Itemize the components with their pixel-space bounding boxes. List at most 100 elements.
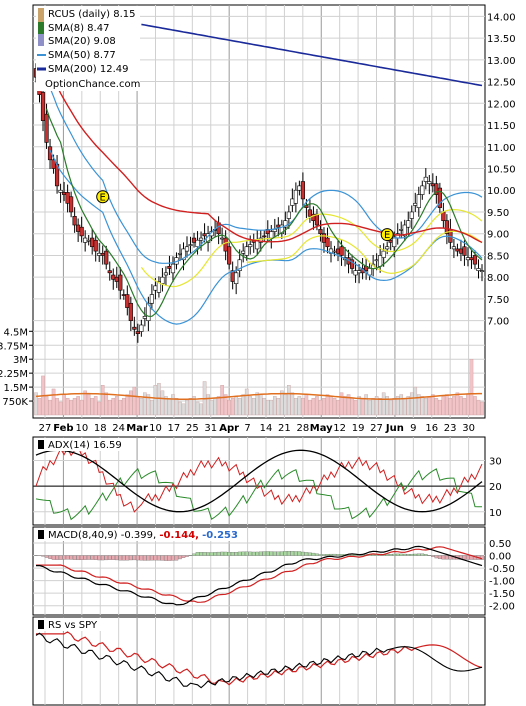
candle-body (118, 274, 123, 291)
candle-body (149, 294, 154, 304)
macd-histogram-bar (301, 551, 305, 556)
macd-histogram-bar (157, 555, 161, 561)
macd-y-tick-label: -1.50 (489, 589, 515, 600)
macd-histogram-bar (132, 555, 137, 561)
volume-bar (248, 396, 253, 416)
macd-histogram-bar (171, 555, 175, 561)
x-tick-label: 10 (149, 423, 162, 434)
volume-bar (79, 399, 84, 416)
volume-bar (311, 398, 316, 416)
macd-histogram-bar (76, 555, 80, 561)
candle-body (276, 224, 281, 228)
volume-bar (216, 396, 221, 416)
volume-bar (129, 390, 133, 416)
candle-body (244, 246, 249, 256)
macd-y-tick-label: 0.00 (489, 552, 511, 563)
macd-histogram-bar (115, 555, 119, 561)
candle-body (335, 248, 341, 254)
x-tick-label: 9 (410, 423, 416, 434)
candle-body (286, 211, 291, 219)
macd-histogram-bar (318, 554, 323, 556)
macd-histogram-bar (392, 553, 396, 556)
adx-swatch (38, 440, 44, 449)
rs-average-line (36, 631, 483, 686)
x-tick-label: 17 (168, 423, 181, 434)
volume-bar (332, 398, 337, 416)
macd-histogram-bar (97, 555, 101, 561)
candle-body (181, 248, 186, 261)
moving-averages (45, 23, 483, 325)
volume-bar (466, 394, 470, 416)
volume-bar (55, 398, 59, 416)
volume-bar (339, 392, 344, 416)
candle-body (139, 324, 144, 332)
macd-histogram-bar (146, 555, 151, 561)
candle-body (318, 229, 323, 235)
volume-bar (388, 399, 393, 416)
ticker-swatch (38, 8, 44, 22)
macd-histogram-bar (58, 555, 63, 560)
volume-bar (452, 396, 456, 416)
volume-bar (329, 396, 333, 416)
candle-body (111, 274, 116, 280)
candle-body (356, 270, 362, 274)
volume-bar (69, 399, 73, 416)
candle-body (248, 244, 253, 248)
macd-histogram-bar (104, 555, 108, 561)
candle-body (465, 257, 471, 261)
macd-histogram-bar (399, 553, 403, 556)
volume-bar (265, 399, 270, 416)
volume-bar (434, 398, 439, 416)
macd-histogram-bar (304, 552, 309, 556)
candle-body (40, 92, 46, 121)
macd-histogram-bar (79, 555, 84, 560)
macd-histogram-bar (388, 554, 393, 556)
x-tick-label: Feb (53, 423, 73, 434)
grid-lines (29, 5, 485, 705)
candle-body (163, 272, 169, 276)
candle-body (444, 220, 449, 235)
macd-histogram-bar (44, 555, 49, 558)
candle-body (90, 237, 95, 248)
volume-bar (44, 396, 49, 416)
volume-bar (223, 394, 228, 416)
macd-histogram-bar (417, 553, 421, 556)
volume-average-line (35, 392, 482, 400)
x-tick-label: 12 (333, 423, 346, 434)
macd-label: MACD(8,40,9) -0.399, -0.144, -0.253 (48, 530, 238, 541)
macd-histogram-bar (100, 555, 105, 561)
volume-bar (199, 403, 203, 416)
macd-histogram-bar (86, 555, 91, 560)
candle-body (83, 237, 88, 243)
macd-histogram-bar (259, 551, 263, 556)
sma8-line (45, 108, 483, 317)
vol-y-tick-label: 3.75M (0, 341, 28, 352)
candle-body (58, 189, 63, 193)
macd-histogram-bar (199, 552, 203, 556)
volume-bar (237, 398, 242, 416)
volume-bar (104, 392, 109, 416)
volume-bar (230, 398, 235, 416)
candle-body (430, 183, 435, 187)
volume-bar (445, 394, 449, 416)
candle-body (332, 250, 337, 253)
candle-body (321, 233, 327, 243)
macd-y-tick-label: -1.00 (489, 577, 515, 588)
volume-bar (114, 396, 119, 416)
macd-line (35, 545, 483, 606)
volume-bar (353, 399, 358, 416)
x-tick-label: 28 (296, 423, 309, 434)
volume-bar (97, 401, 102, 416)
candle-body (61, 192, 67, 195)
y-tick-label: 12.00 (487, 99, 516, 110)
volume-bar (424, 398, 428, 416)
candle-body (307, 209, 313, 217)
candle-body (349, 259, 355, 269)
volume-bar (118, 399, 123, 416)
candle-body (300, 181, 305, 200)
volume-bar (378, 398, 382, 416)
candle-body (79, 226, 84, 237)
candle-body (325, 237, 330, 248)
macd-histogram-bar (178, 555, 182, 560)
macd-histogram-bar (209, 552, 214, 556)
